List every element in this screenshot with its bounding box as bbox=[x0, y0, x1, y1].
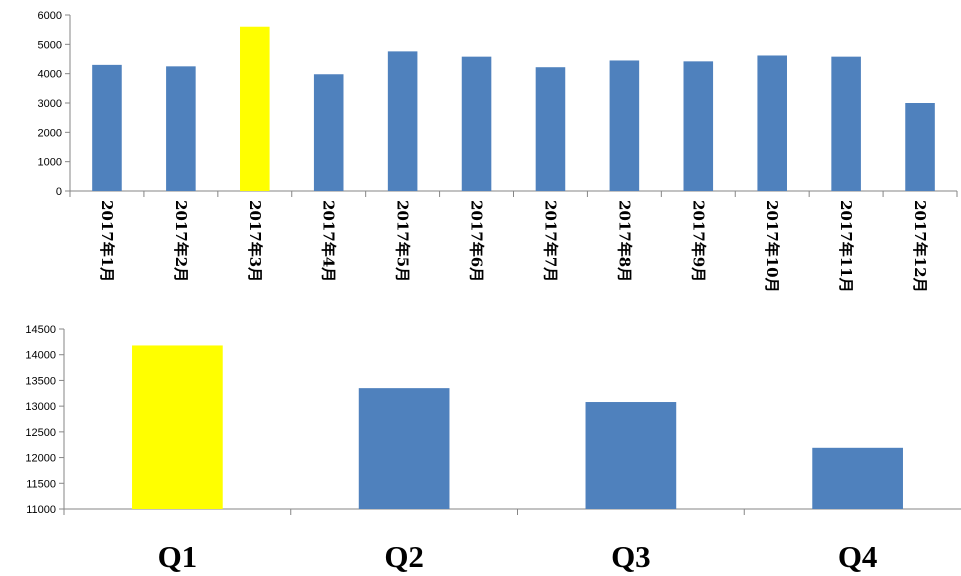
bar-2017年8月 bbox=[609, 60, 640, 191]
bar-2017年4月 bbox=[313, 74, 344, 191]
x-tick-label: 2017年11月 bbox=[837, 200, 855, 293]
y-tick-label: 6000 bbox=[38, 10, 62, 22]
bar-2017年10月 bbox=[757, 55, 787, 192]
y-tick-label: 0 bbox=[56, 186, 62, 198]
y-tick-label: 1000 bbox=[38, 157, 62, 169]
monthly-bar-chart: 0 1000 2000 3000 4000 5000 6000 2017年1月 2017年2月 2… bbox=[38, 10, 958, 293]
x-tick-label: 2017年12月 bbox=[911, 200, 929, 293]
bar-2017年12月 bbox=[905, 103, 935, 191]
x-tick-label: 2017年6月 bbox=[468, 200, 486, 282]
x-tick-label: 2017年4月 bbox=[320, 200, 338, 282]
bar-2017年6月 bbox=[461, 56, 492, 191]
x-tick-label: 2017年8月 bbox=[615, 200, 633, 282]
bar-Q4 bbox=[812, 447, 903, 509]
x-tick-label: 2017年10月 bbox=[763, 200, 781, 293]
x-tick-label: 2017年7月 bbox=[541, 200, 559, 282]
x-tick-label: Q2 bbox=[384, 539, 424, 574]
x-tick-label: Q1 bbox=[158, 539, 198, 574]
y-tick-label: 12000 bbox=[25, 453, 56, 465]
x-tick-label: 2017年3月 bbox=[246, 200, 264, 282]
y-tick-label: 13000 bbox=[25, 401, 56, 413]
y-tick-label: 11500 bbox=[26, 478, 56, 490]
x-tick-label: 2017年5月 bbox=[394, 200, 412, 282]
bar-Q3 bbox=[585, 402, 677, 509]
bar-2017年11月 bbox=[831, 56, 861, 191]
y-tick-label: 14000 bbox=[25, 350, 56, 362]
x-tick-label: 2017年9月 bbox=[689, 200, 707, 282]
y-tick-label: 2000 bbox=[38, 127, 62, 139]
bar-2017年1月 bbox=[92, 64, 122, 191]
x-tick-label: Q4 bbox=[838, 539, 878, 574]
bar-Q2 bbox=[358, 388, 450, 509]
y-tick-label: 5000 bbox=[38, 39, 62, 51]
bar-Q1 bbox=[132, 345, 223, 509]
bar-2017年5月 bbox=[387, 51, 418, 191]
y-tick-label: 13500 bbox=[25, 375, 56, 387]
y-tick-label: 3000 bbox=[38, 98, 62, 110]
bar-2017年3月 bbox=[240, 26, 270, 191]
x-tick-label: 2017年1月 bbox=[98, 200, 116, 282]
y-tick-label: 14500 bbox=[25, 324, 56, 336]
y-tick-label: 4000 bbox=[38, 69, 62, 81]
quarterly-bar-chart: 11000 11500 12000 12500 13000 13500 14000 14500… bbox=[25, 324, 961, 574]
y-tick-label: 12500 bbox=[25, 427, 56, 439]
bar-2017年2月 bbox=[166, 66, 196, 191]
x-tick-label: 2017年2月 bbox=[172, 200, 190, 282]
x-tick-label: Q3 bbox=[611, 539, 651, 574]
bar-2017年7月 bbox=[535, 67, 566, 191]
y-tick-label: 11000 bbox=[26, 504, 56, 516]
bar-2017年9月 bbox=[683, 61, 714, 192]
